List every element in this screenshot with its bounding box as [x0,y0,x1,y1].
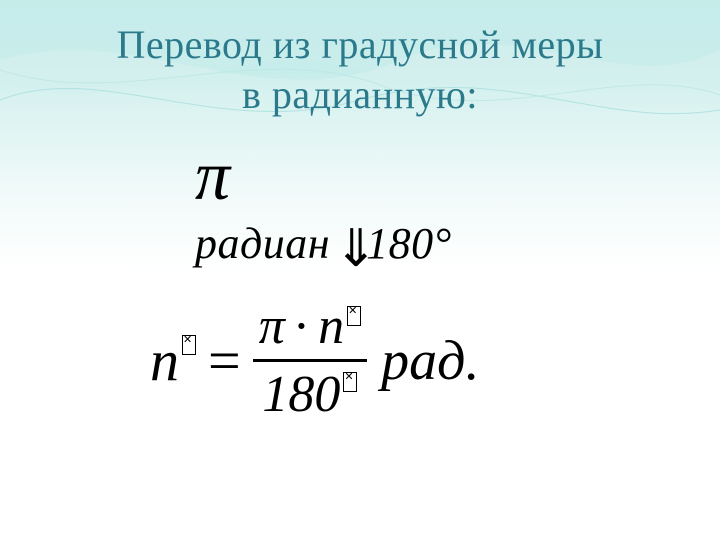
n-degrees-numer: n [318,298,361,355]
fraction: π · n 180 [253,298,367,423]
title-line-2: в радианную: [242,72,478,117]
pi-in-numer: π [259,298,285,355]
numerator: π · n [253,298,367,355]
denominator: 180 [256,366,363,423]
degree-box-icon [182,335,196,355]
title-line-1: Перевод из градусной меры [117,22,604,67]
unit-rad: рад. [381,329,479,393]
radian-label: радиан [195,219,330,268]
degree-box-icon [343,372,357,392]
swap-arrow-icon: ⇓ [328,226,368,270]
n-degrees-left: n [150,327,196,394]
degree-box-icon [347,306,361,326]
var-n: n [150,327,179,394]
multiply-dot: · [293,298,310,355]
equals-sign: = [208,327,241,394]
conversion-formula: n = π · n 180 рад. [150,298,720,423]
pi-symbol: π [195,142,720,212]
slide-title: Перевод из градусной меры в радианную: [0,20,720,120]
slide-body: π радиан ⇓ 180° n = π · n [0,142,720,423]
value-180: 180° [366,219,452,268]
var-n-numer: n [318,298,344,355]
denom-180: 180 [262,366,340,423]
radian-equals-line: радиан ⇓ 180° [195,218,720,270]
slide-content: Перевод из градусной меры в радианную: π… [0,0,720,423]
fraction-line [253,359,367,362]
